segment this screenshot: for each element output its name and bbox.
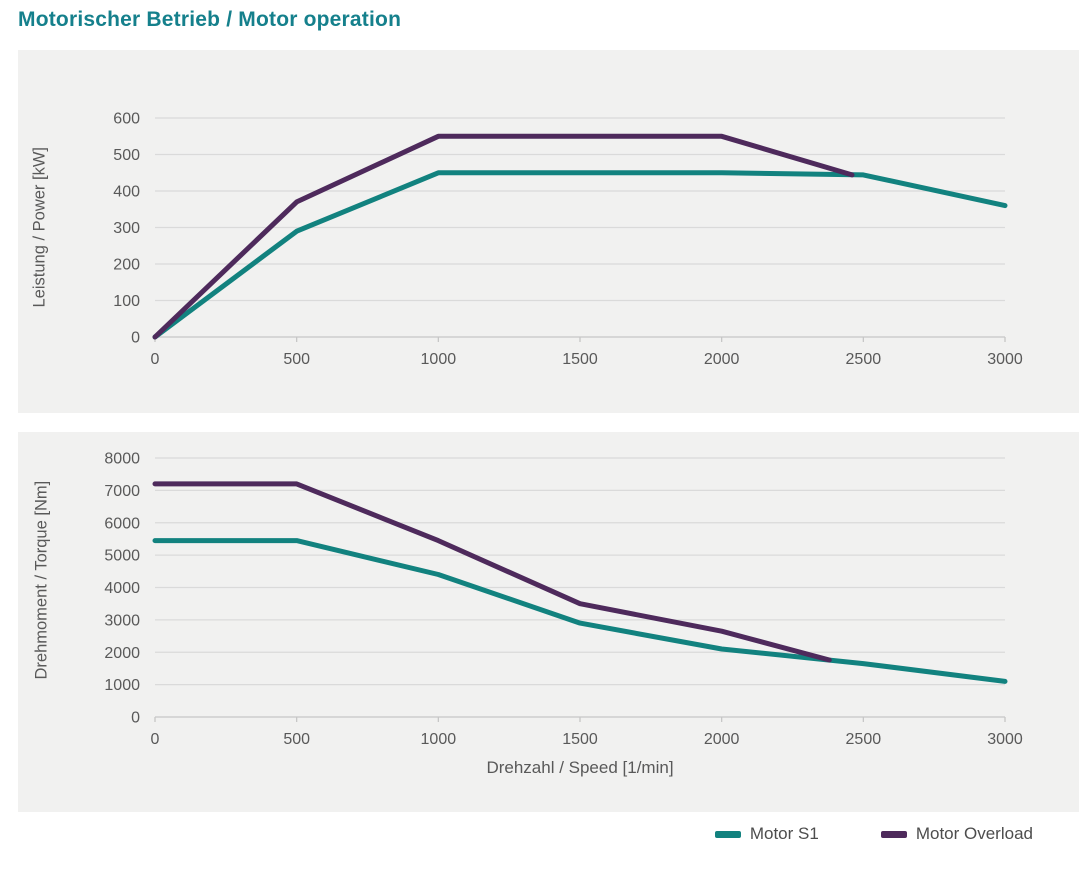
motor-s1-swatch-icon	[714, 830, 741, 838]
legend-label: Motor S1	[749, 824, 819, 843]
y-tick-label: 100	[113, 293, 140, 310]
x-tick-label: 1000	[421, 351, 457, 368]
x-tick-label: 3000	[987, 731, 1023, 748]
y-tick-label: 600	[113, 111, 140, 128]
x-tick-label: 1500	[562, 351, 598, 368]
y-tick-label: 200	[113, 257, 140, 274]
y-tick-label: 5000	[104, 548, 140, 565]
torque-chart-panel: Drehmoment / Torque [Nm] 0 1000 2000 3000 40…	[18, 432, 1079, 812]
x-tick-label: 2000	[704, 731, 740, 748]
y-tick-label: 400	[113, 184, 140, 201]
chart-legend: Motor S1 Motor Overload	[714, 824, 1033, 844]
y-tick-label: 500	[113, 147, 140, 164]
x-tick-label: 0	[151, 731, 160, 748]
legend-label: Motor Overload	[915, 824, 1033, 843]
y-tick-label: 4000	[104, 580, 140, 597]
series-line-motor-s1	[152, 170, 1008, 340]
x-tick-label: 0	[151, 351, 160, 368]
x-tick-label: 500	[283, 351, 310, 368]
series-line-motor-s1	[152, 538, 1008, 684]
x-axis-label: Drehzahl / Speed [1/min]	[486, 758, 674, 777]
y-tick-label: 8000	[104, 451, 140, 468]
x-tick-label: 2500	[846, 351, 882, 368]
x-tick-label: 1000	[421, 731, 457, 748]
y-tick-label: 6000	[104, 515, 140, 532]
power-chart-panel: Leistung / Power [kW] 0 100 200 300 400 500 60…	[18, 50, 1079, 413]
y-tick-label: 300	[113, 220, 140, 237]
legend-item-motor-overload: Motor Overload	[880, 824, 1033, 844]
y-tick-label: 7000	[104, 483, 140, 500]
y-tick-label: 2000	[104, 645, 140, 662]
power-chart: 0 100 200 300 400 500 600 0 500 1000 1500 2000 2500 3…	[113, 111, 1023, 369]
x-tick-label: 2000	[704, 351, 740, 368]
series-line-motor-overload	[152, 481, 832, 663]
y-tick-label: 1000	[104, 677, 140, 694]
x-tick-label: 3000	[987, 351, 1023, 368]
page-title: Motorischer Betrieb / Motor operation	[18, 8, 402, 31]
y-tick-label: 0	[131, 710, 140, 727]
motor-overload-swatch-icon	[880, 830, 907, 838]
y-tick-label: 0	[131, 330, 140, 347]
legend-item-motor-s1: Motor S1	[714, 824, 819, 844]
series-line-motor-overload	[152, 133, 855, 340]
x-tick-label: 2500	[846, 731, 882, 748]
y-tick-label: 3000	[104, 612, 140, 629]
x-tick-label: 1500	[562, 731, 598, 748]
torque-chart: 0 1000 2000 3000 4000 5000 6000 7000 8000 0 500 100…	[104, 451, 1023, 749]
x-tick-label: 500	[283, 731, 310, 748]
